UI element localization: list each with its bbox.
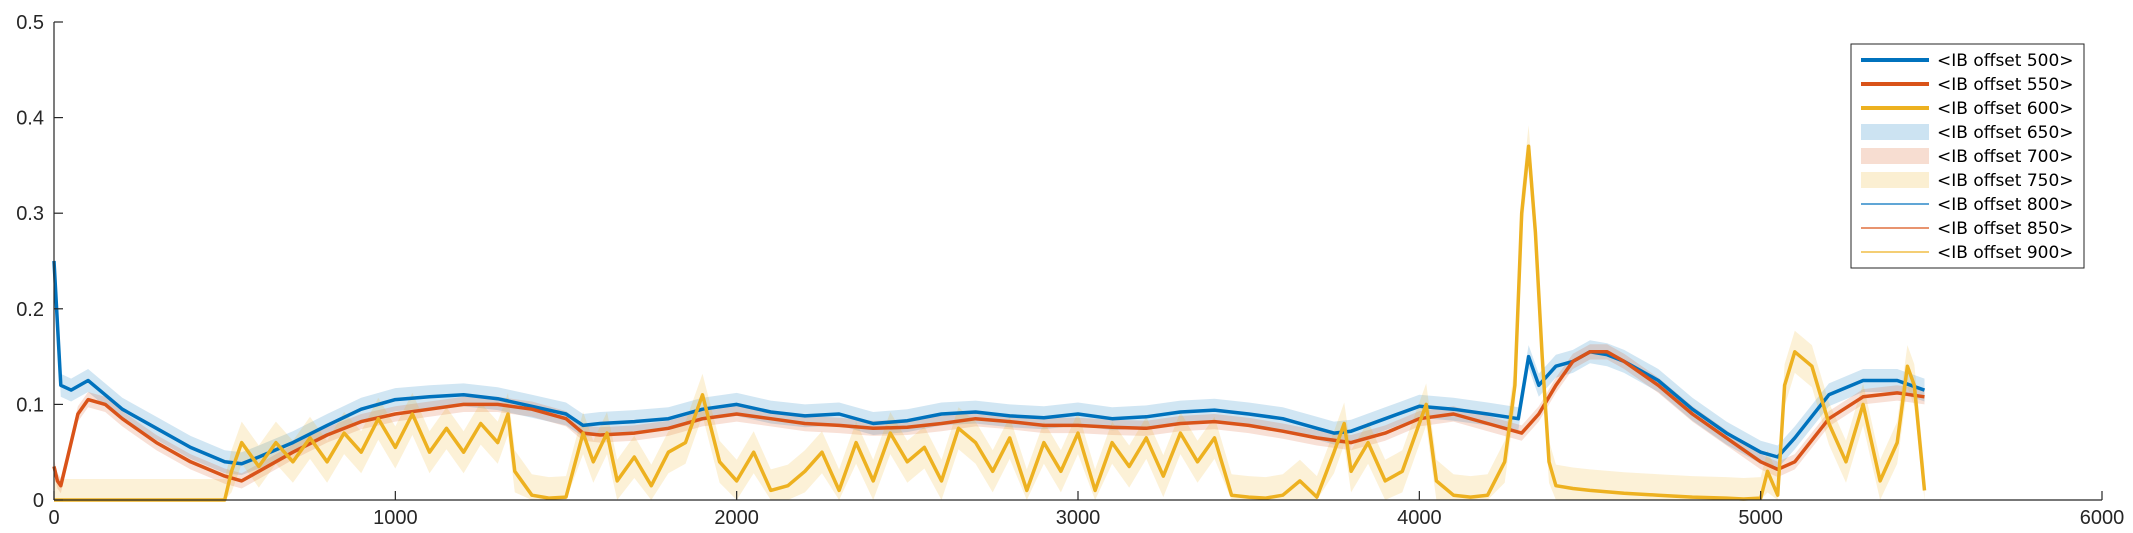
legend-swatch-band xyxy=(1861,172,1929,188)
x-tick-label: 3000 xyxy=(1056,507,1101,529)
legend-label: <IB offset 800> xyxy=(1937,195,2074,215)
legend-swatch-band xyxy=(1861,148,1929,164)
series-lines xyxy=(52,144,1927,502)
legend-label: <IB offset 700> xyxy=(1937,147,2074,167)
legend: <IB offset 500> <IB offset 550> <IB offset… xyxy=(1850,43,2085,269)
x-tick-label: 2000 xyxy=(714,507,759,529)
legend-label: <IB offset 550> xyxy=(1937,75,2074,95)
x-tick-label: 6000 xyxy=(2080,507,2125,529)
y-tick-label: 0.1 xyxy=(16,394,44,416)
y-tick-label: 0 xyxy=(33,490,44,512)
band-series-1 xyxy=(54,249,1925,476)
x-tick-label: 1000 xyxy=(373,507,418,529)
y-tick-label: 0.2 xyxy=(16,299,44,321)
legend-label: <IB offset 850> xyxy=(1937,219,2074,239)
line-series-3 xyxy=(54,144,1927,502)
y-tick-label: 0.5 xyxy=(16,12,44,34)
y-tick-label: 0.3 xyxy=(16,203,44,225)
line-series-1 xyxy=(52,260,1926,466)
y-ticks: 0 0.1 0.2 0.3 0.4 0.5 xyxy=(16,12,63,512)
legend-label: <IB offset 900> xyxy=(1937,243,2074,263)
x-tick-label: 4000 xyxy=(1397,507,1442,529)
y-tick-label: 0.4 xyxy=(16,108,44,130)
legend-label: <IB offset 750> xyxy=(1937,171,2074,191)
plot-background xyxy=(54,22,2102,500)
x-tick-label: 5000 xyxy=(1738,507,1783,529)
legend-label: <IB offset 500> xyxy=(1937,51,2074,71)
legend-label: <IB offset 600> xyxy=(1937,99,2074,119)
legend-label: <IB offset 650> xyxy=(1937,123,2074,143)
legend-box xyxy=(1850,43,2085,269)
line-series-2 xyxy=(52,350,1925,488)
x-ticks: 0 1000 2000 3000 4000 5000 6000 xyxy=(48,491,2124,529)
legend-swatch-band xyxy=(1861,124,1929,140)
x-tick-label: 0 xyxy=(48,507,59,529)
